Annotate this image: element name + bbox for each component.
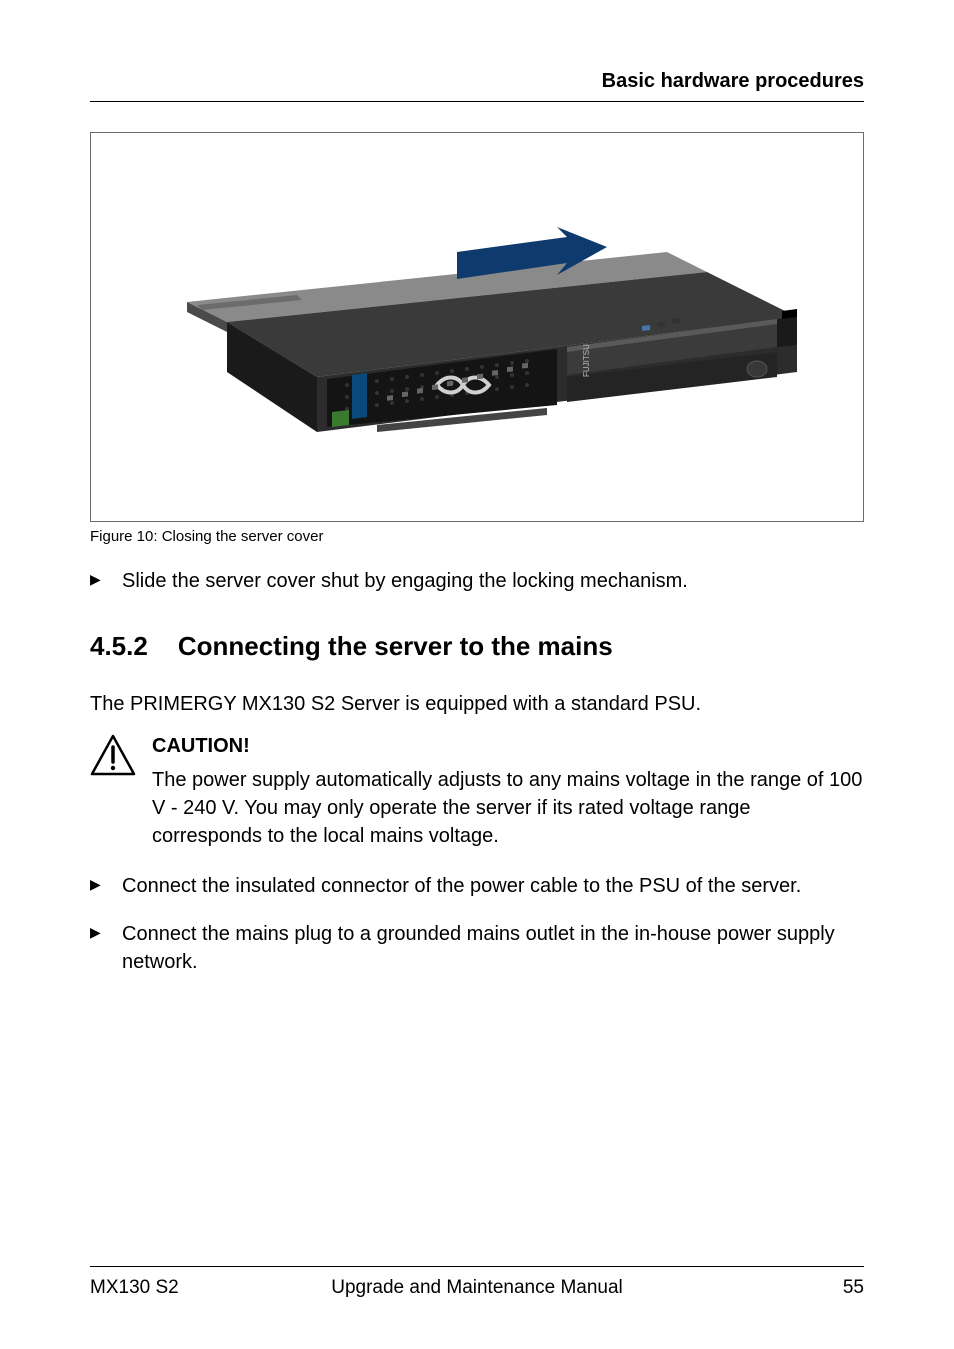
figure-caption: Figure 10: Closing the server cover: [90, 528, 864, 545]
caution-block: CAUTION! The power supply automatically …: [90, 732, 864, 850]
bullet-marker-icon: ▶: [90, 571, 104, 588]
footer-left: MX130 S2: [90, 1277, 179, 1299]
bullet-marker-icon: ▶: [90, 876, 104, 893]
step-connect-mains: ▶ Connect the mains plug to a grounded m…: [90, 920, 864, 976]
step-text: Connect the mains plug to a grounded mai…: [122, 920, 864, 976]
section-number: 4.5.2: [90, 631, 148, 662]
step-connect-psu: ▶ Connect the insulated connector of the…: [90, 872, 864, 900]
caution-icon: [90, 734, 136, 776]
svg-text:FUJITSU: FUJITSU: [582, 344, 591, 377]
footer-right: 55: [843, 1277, 864, 1299]
bullet-marker-icon: ▶: [90, 924, 104, 941]
caution-title: CAUTION!: [152, 732, 864, 760]
caution-body: The power supply automatically adjusts t…: [152, 766, 864, 850]
section-title: Connecting the server to the mains: [178, 631, 613, 662]
section-heading: 4.5.2 Connecting the server to the mains: [90, 631, 864, 662]
step-slide-cover: ▶ Slide the server cover shut by engagin…: [90, 567, 864, 595]
footer-center: Upgrade and Maintenance Manual: [331, 1277, 623, 1299]
server-illustration: FUJITSU: [137, 197, 817, 457]
header-title: Basic hardware procedures: [90, 70, 864, 93]
page-footer: MX130 S2 Upgrade and Maintenance Manual …: [90, 1266, 864, 1299]
page-header: Basic hardware procedures: [90, 70, 864, 102]
step-text: Slide the server cover shut by engaging …: [122, 567, 688, 595]
caution-content: CAUTION! The power supply automatically …: [152, 732, 864, 850]
figure-closing-server-cover: FUJITSU: [90, 132, 864, 522]
step-text: Connect the insulated connector of the p…: [122, 872, 801, 900]
section-intro: The PRIMERGY MX130 S2 Server is equipped…: [90, 690, 864, 718]
